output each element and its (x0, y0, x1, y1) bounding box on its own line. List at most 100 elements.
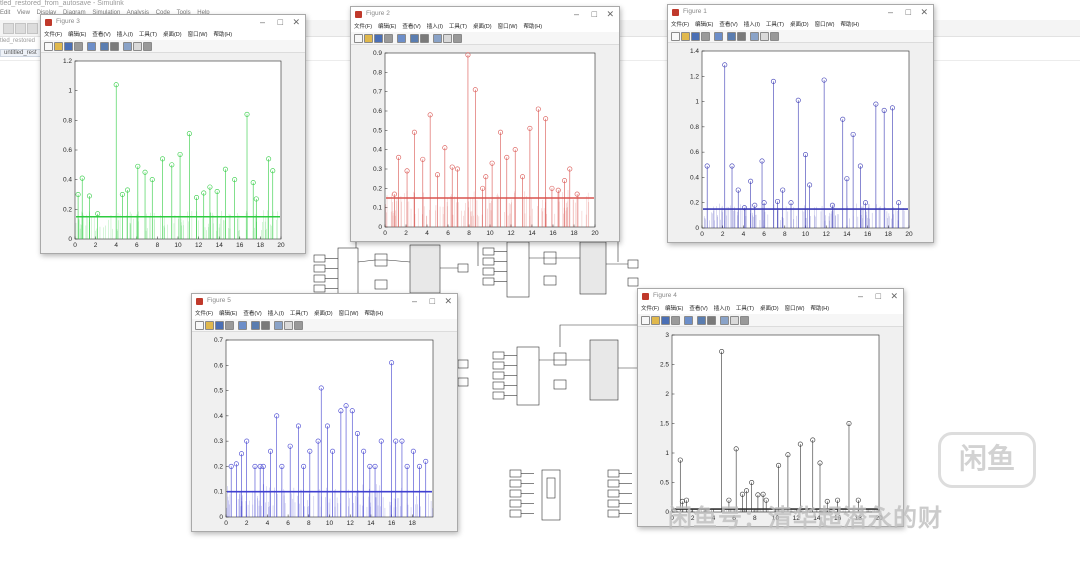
menu-help[interactable]: 帮助(H) (840, 22, 860, 28)
figure-titlebar[interactable]: Figure 3 – □ ✕ (41, 15, 305, 30)
menu-window[interactable]: 窗口(W) (814, 22, 835, 28)
minimize-icon[interactable]: – (573, 9, 579, 19)
insert-colorbar-icon[interactable] (110, 42, 119, 51)
new-figure-icon[interactable] (44, 42, 53, 51)
hide-plot-tools-icon[interactable] (760, 32, 769, 41)
close-icon[interactable]: ✕ (920, 7, 928, 17)
figure-window-4[interactable]: Figure 4 – □ ✕ 文件(F) 编辑(E) 查看(V) 插入(I) 工具(T) 桌面(D… (637, 288, 904, 527)
menu-help[interactable]: 帮助(H) (523, 24, 543, 30)
menu-tools[interactable]: 工具(T) (289, 311, 308, 317)
save-icon[interactable] (64, 42, 73, 51)
menu-analysis[interactable]: Analysis (126, 10, 150, 16)
stem-plot[interactable]: 0 2 4 6 8 10 12 14 16 18 20 0 0.5 1 1.5 2 2.5 3 (638, 327, 903, 526)
menu-tools[interactable]: 工具(T) (765, 22, 784, 28)
menu-desktop[interactable]: 桌面(D) (789, 22, 809, 28)
open-file-icon[interactable] (205, 321, 214, 330)
menu-insert[interactable]: 插入(I) (713, 306, 730, 312)
menu-insert[interactable]: 插入(I) (743, 22, 760, 28)
stem-plot[interactable]: 0 2 4 6 8 10 12 14 16 18 0 0.1 0.2 0.3 0.4 0.5 0.6 0.7 (192, 332, 457, 531)
insert-legend-icon[interactable] (750, 32, 759, 41)
menu-window[interactable]: 窗口(W) (497, 24, 518, 30)
menu-edit[interactable]: 编辑(E) (665, 306, 684, 312)
new-figure-icon[interactable] (671, 32, 680, 41)
stem-plot[interactable]: 0 2 4 6 8 10 12 14 16 18 20 0 0.2 0.4 0.6 0.8 1 1.2 (41, 53, 305, 253)
print-icon[interactable] (701, 32, 710, 41)
menu-edit[interactable]: 编辑(E) (378, 24, 397, 30)
maximize-icon[interactable]: □ (875, 291, 881, 301)
minimize-icon[interactable]: – (259, 17, 265, 27)
menu-file[interactable]: 文件(F) (641, 306, 660, 312)
close-icon[interactable]: ✕ (444, 296, 452, 306)
insert-colorbar-icon[interactable] (261, 321, 270, 330)
open-icon[interactable] (15, 23, 26, 34)
menu-help[interactable]: 帮助(H) (213, 32, 233, 38)
insert-colorbar-icon[interactable] (737, 32, 746, 41)
close-icon[interactable]: ✕ (890, 291, 898, 301)
menu-tools[interactable]: 工具(T) (735, 306, 754, 312)
menu-display[interactable]: Display (36, 10, 57, 16)
menu-help[interactable]: 帮助(H) (810, 306, 830, 312)
zoom-icon[interactable] (684, 316, 693, 325)
save-icon[interactable] (215, 321, 224, 330)
link-plot-icon[interactable] (410, 34, 419, 43)
insert-legend-icon[interactable] (720, 316, 729, 325)
link-plot-icon[interactable] (100, 42, 109, 51)
menu-simulation[interactable]: Simulation (92, 10, 121, 16)
menu-desktop[interactable]: 桌面(D) (759, 306, 779, 312)
print-icon[interactable] (225, 321, 234, 330)
menu-window[interactable]: 窗口(W) (187, 32, 208, 38)
menu-tools[interactable]: Tools (176, 10, 191, 16)
maximize-icon[interactable]: □ (591, 9, 597, 19)
menu-insert[interactable]: 插入(I) (267, 311, 284, 317)
figure-titlebar[interactable]: Figure 5 – □ ✕ (192, 294, 457, 309)
print-icon[interactable] (384, 34, 393, 43)
menu-file[interactable]: 文件(F) (195, 311, 214, 317)
open-file-icon[interactable] (364, 34, 373, 43)
open-file-icon[interactable] (681, 32, 690, 41)
menu-desktop[interactable]: 桌面(D) (313, 311, 333, 317)
open-file-icon[interactable] (54, 42, 63, 51)
figure-titlebar[interactable]: Figure 2 – □ ✕ (351, 7, 619, 22)
menu-view[interactable]: 查看(V) (689, 306, 708, 312)
new-figure-icon[interactable] (195, 321, 204, 330)
menu-view[interactable]: 查看(V) (243, 311, 262, 317)
print-icon[interactable] (74, 42, 83, 51)
maximize-icon[interactable]: □ (429, 296, 435, 306)
zoom-icon[interactable] (397, 34, 406, 43)
menu-tools[interactable]: 工具(T) (138, 32, 157, 38)
menu-help[interactable]: Help (197, 10, 210, 16)
menu-tools[interactable]: 工具(T) (448, 24, 467, 30)
menu-insert[interactable]: 插入(I) (426, 24, 443, 30)
link-plot-icon[interactable] (697, 316, 706, 325)
menu-view[interactable]: 查看(V) (92, 32, 111, 38)
menu-view[interactable]: View (17, 10, 30, 16)
menu-desktop[interactable]: 桌面(D) (472, 24, 492, 30)
new-figure-icon[interactable] (641, 316, 650, 325)
save-icon[interactable] (661, 316, 670, 325)
breadcrumb[interactable]: tled_restored (0, 38, 36, 44)
menu-file[interactable]: 文件(F) (354, 24, 373, 30)
menu-window[interactable]: 窗口(W) (784, 306, 805, 312)
figure-window-2[interactable]: Figure 2 – □ ✕ 文件(F) 编辑(E) 查看(V) 插入(I) 工具(T) 桌面(D… (350, 6, 620, 242)
minimize-icon[interactable]: – (411, 296, 417, 306)
zoom-icon[interactable] (238, 321, 247, 330)
menu-desktop[interactable]: 桌面(D) (162, 32, 182, 38)
menu-edit[interactable]: Edit (0, 10, 11, 16)
minimize-icon[interactable]: – (857, 291, 863, 301)
menu-insert[interactable]: 插入(I) (116, 32, 133, 38)
maximize-icon[interactable]: □ (905, 7, 911, 17)
stem-plot[interactable]: 0 2 4 6 8 10 12 14 16 18 20 0 0.1 0.2 0.3 0.4 0.5 0.6 0.7 0… (351, 45, 619, 241)
stem-plot[interactable]: 0 2 4 6 8 10 12 14 16 18 20 0 0.2 0.4 0.6 0.8 1 1.2 1.4 (668, 43, 933, 242)
minimize-icon[interactable]: – (887, 7, 893, 17)
insert-colorbar-icon[interactable] (707, 316, 716, 325)
maximize-icon[interactable]: □ (277, 17, 283, 27)
hide-plot-tools-icon[interactable] (133, 42, 142, 51)
figure-titlebar[interactable]: Figure 4 – □ ✕ (638, 289, 903, 304)
figure-titlebar[interactable]: Figure 1 – □ ✕ (668, 5, 933, 20)
insert-legend-icon[interactable] (433, 34, 442, 43)
menu-edit[interactable]: 编辑(E) (68, 32, 87, 38)
menu-file[interactable]: 文件(F) (671, 22, 690, 28)
figure-window-3[interactable]: Figure 3 – □ ✕ 文件(F) 编辑(E) 查看(V) 插入(I) 工具(T) 桌面(D… (40, 14, 306, 254)
show-plot-tools-icon[interactable] (740, 316, 749, 325)
open-file-icon[interactable] (651, 316, 660, 325)
